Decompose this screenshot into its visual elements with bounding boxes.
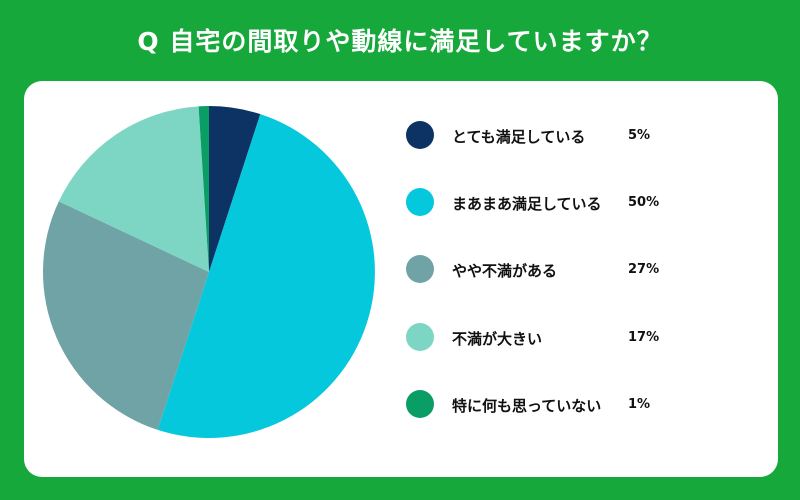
legend-label: 特に何も思っていない xyxy=(452,397,602,415)
pie-slice-very-dissatisfied xyxy=(58,106,209,272)
legend-value: 1% xyxy=(628,397,651,412)
legend-swatch xyxy=(406,390,434,418)
pie-slice-somewhat-dissatisfied xyxy=(42,201,210,430)
legend-value: 5% xyxy=(628,128,651,143)
chart-title: Q 自宅の間取りや動線に満足していますか？ xyxy=(137,27,663,56)
pie-slice-somewhat-satisfied xyxy=(157,114,375,438)
legend-value: 27% xyxy=(628,262,660,277)
pie-slice-very-satisfied xyxy=(209,106,261,272)
legend-label: まあまあ満足している xyxy=(452,195,602,213)
pie-chart xyxy=(42,106,375,438)
legend-swatch xyxy=(406,121,434,149)
legend-value: 50% xyxy=(628,195,660,210)
legend-swatch xyxy=(406,323,434,351)
legend-swatch xyxy=(406,255,434,283)
chart-card: とても満足している 5% まあまあ満足している 50% やや不満がある 27% … xyxy=(24,81,778,477)
legend-label: とても満足している xyxy=(452,128,586,146)
pie-slice-no-opinion xyxy=(198,106,209,272)
legend-swatch xyxy=(406,188,434,216)
legend-value: 17% xyxy=(628,330,660,345)
legend-label: やや不満がある xyxy=(452,262,558,280)
legend-label: 不満が大きい xyxy=(452,330,543,348)
